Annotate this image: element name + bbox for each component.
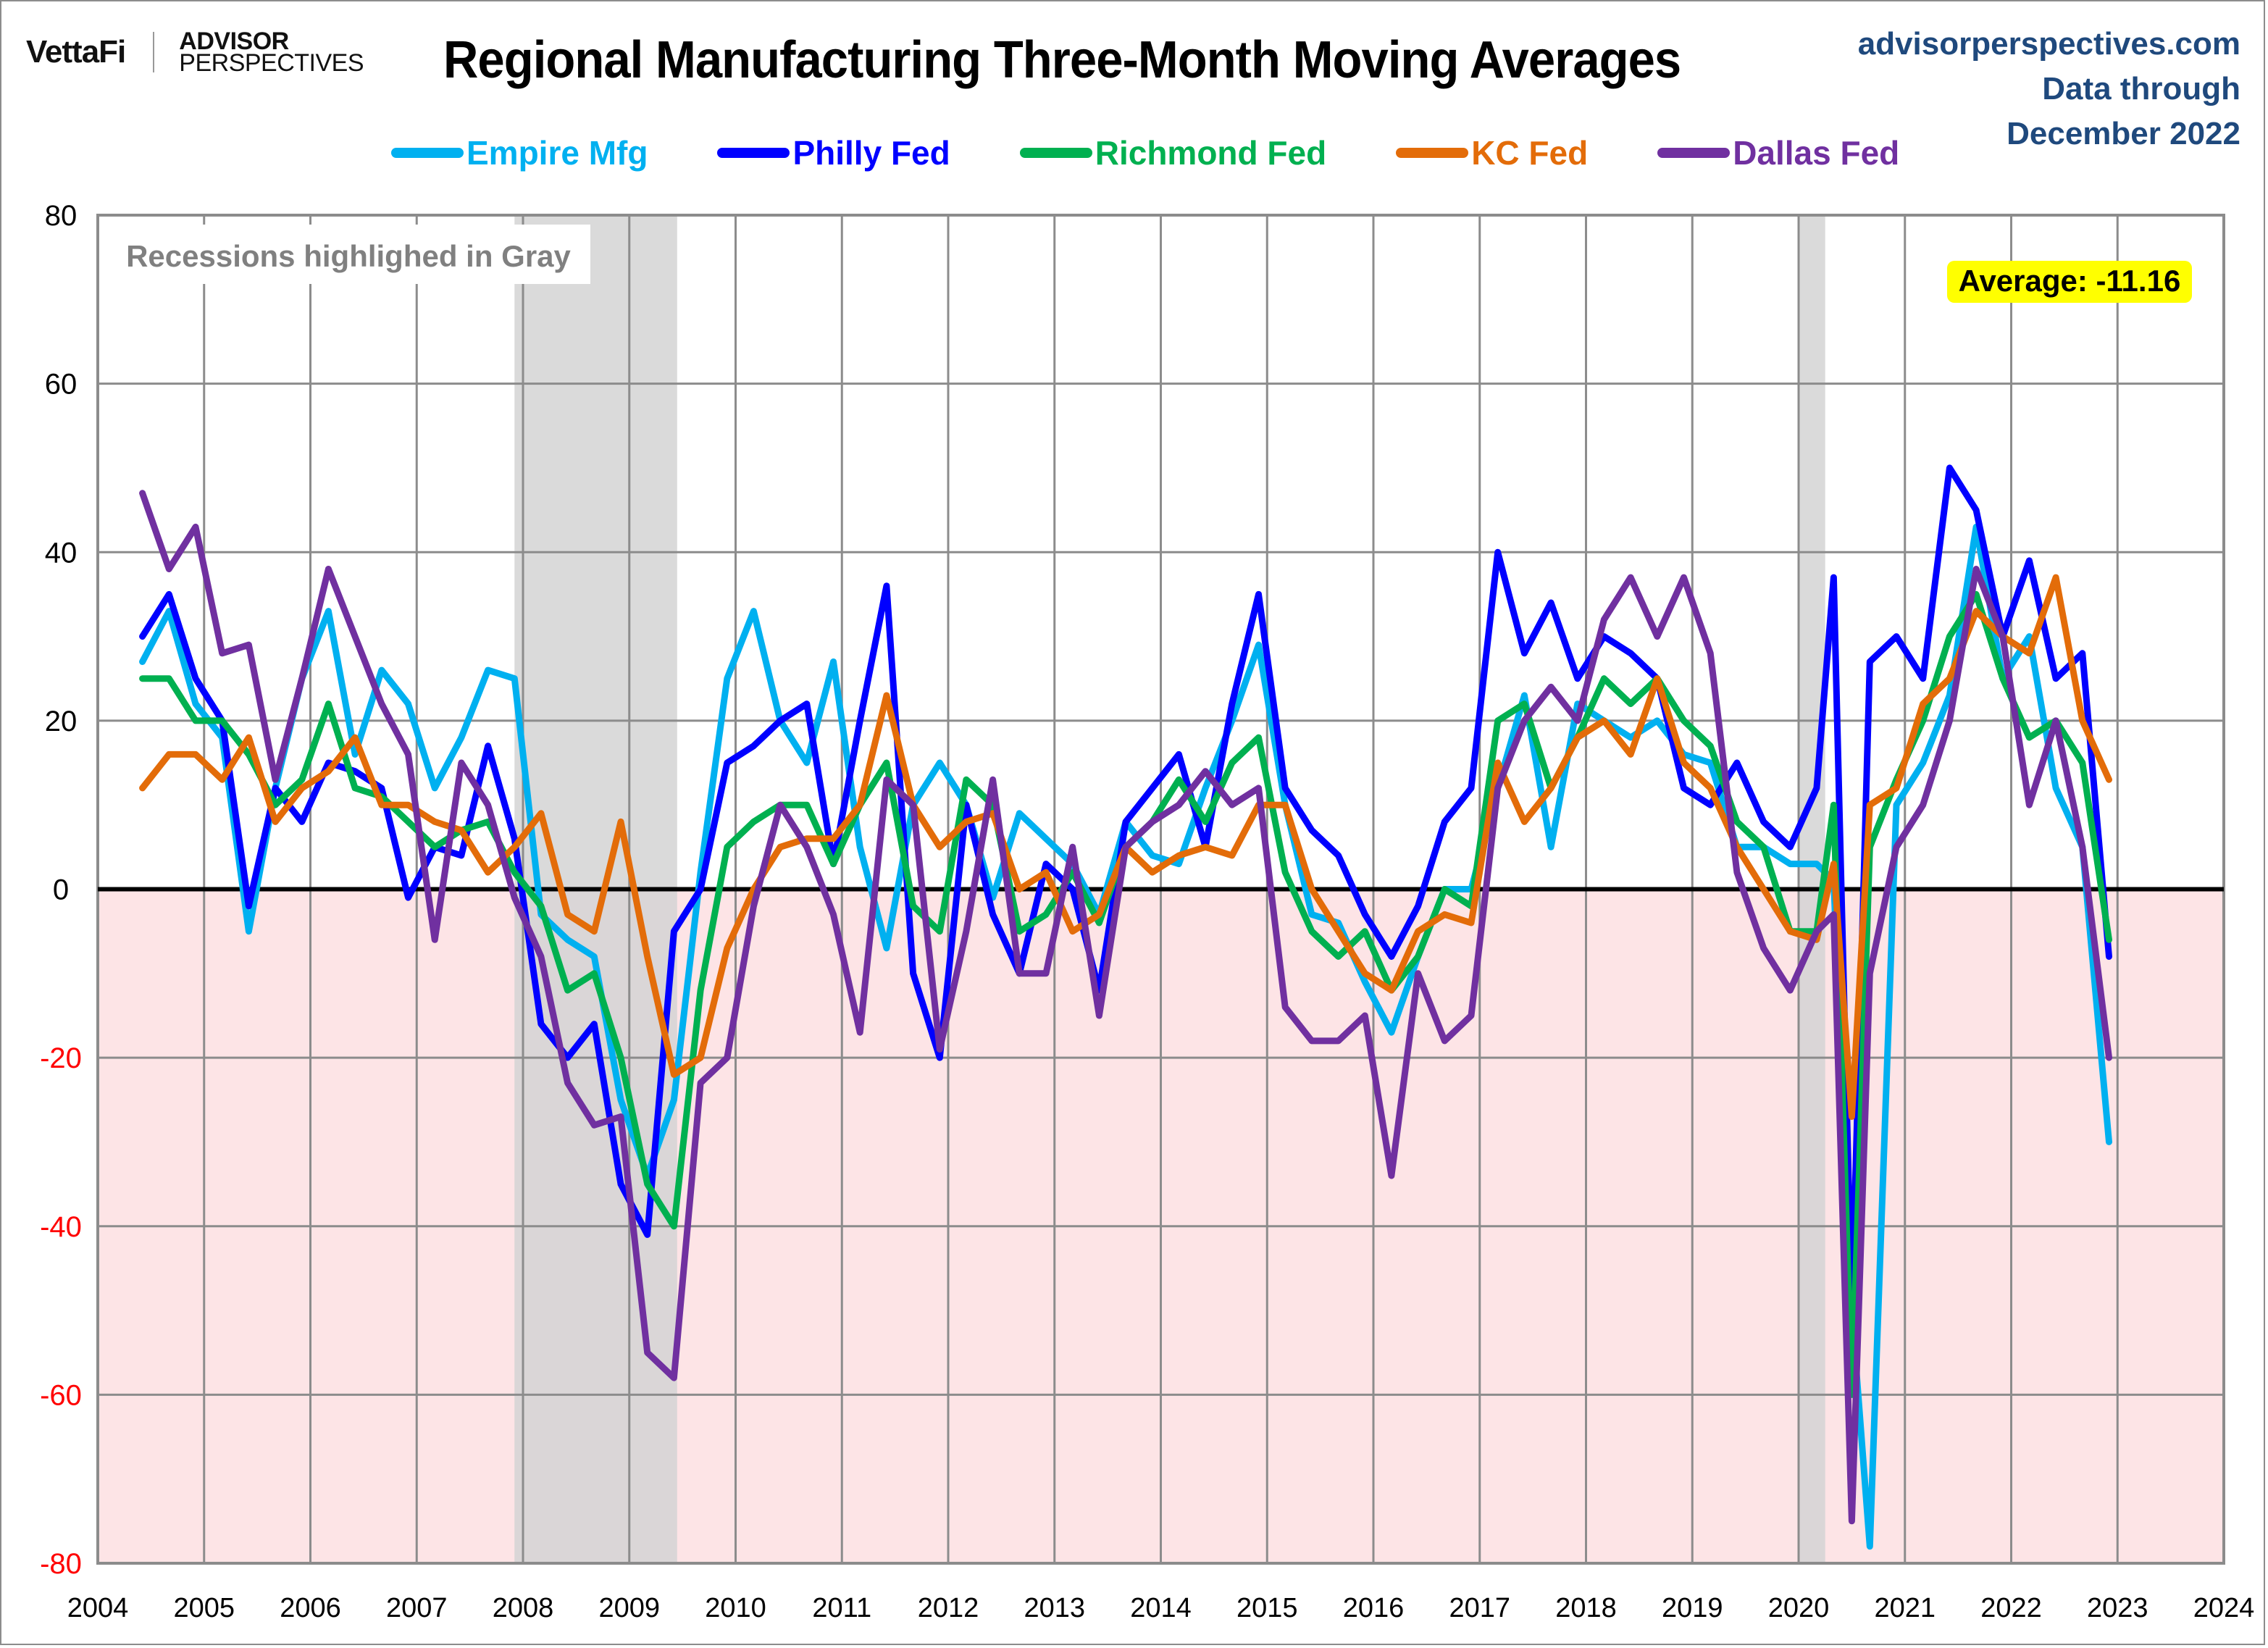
x-tick-label: 2019 [1662, 1593, 1723, 1623]
legend-label: Dallas Fed [1733, 134, 1900, 172]
x-tick-label: 2024 [2193, 1593, 2255, 1623]
data-through-label: Data through [2042, 71, 2240, 106]
x-tick-label: 2017 [1449, 1593, 1510, 1623]
legend-label: Empire Mfg [466, 134, 648, 172]
x-tick-label: 2020 [1768, 1593, 1830, 1623]
y-tick-label: 20 [45, 706, 78, 737]
recession-note: Recessions highlighed in Gray [126, 239, 571, 273]
x-tick-label: 2022 [1980, 1593, 2042, 1623]
series-line-kc-fed [139, 574, 2112, 1120]
legend-item-kc-fed: KC Fed [1396, 133, 1588, 172]
y-tick-label: -20 [40, 1042, 82, 1074]
logo-vettafi: VettaFi [26, 34, 126, 70]
legend-item-empire-mfg: Empire Mfg [391, 133, 648, 172]
legend-swatch [391, 148, 464, 158]
x-tick-label: 2014 [1130, 1593, 1192, 1623]
logo-advisor-perspectives: ADVISOR PERSPECTIVES [179, 28, 364, 77]
source-url: advisorperspectives.com [1857, 26, 2240, 62]
legend-swatch [1396, 148, 1469, 158]
series-line-philly-fed [139, 464, 2112, 1314]
x-tick-label: 2023 [2087, 1593, 2148, 1623]
average-label: Average: -11.16 [1959, 264, 2181, 298]
x-tick-label: 2012 [918, 1593, 979, 1623]
y-tick-label: -40 [40, 1211, 82, 1243]
x-tick-label: 2013 [1024, 1593, 1085, 1623]
x-tick-label: 2010 [705, 1593, 766, 1623]
average-highlight [1947, 261, 2192, 303]
legend-swatch [1019, 148, 1092, 158]
legend-swatch [717, 148, 790, 158]
legend-label: Richmond Fed [1095, 134, 1327, 172]
x-tick-label: 2008 [493, 1593, 554, 1623]
logo-divider [153, 32, 155, 72]
series-line-dallas-fed [139, 490, 2112, 1525]
x-tick-label: 2021 [1874, 1593, 1936, 1623]
chart-title: Regional Manufacturing Three-Month Movin… [443, 31, 1681, 89]
x-tick-label: 2009 [598, 1593, 660, 1623]
x-tick-label: 2015 [1236, 1593, 1298, 1623]
vettafi-logo: VettaFi ADVISOR PERSPECTIVES [26, 28, 364, 77]
x-tick-label: 2016 [1343, 1593, 1405, 1623]
legend-item-philly-fed: Philly Fed [717, 133, 950, 172]
x-tick-label: 2011 [812, 1593, 871, 1623]
x-tick-label: 2004 [67, 1593, 129, 1623]
y-tick-label: 0 [53, 874, 69, 906]
legend-item-richmond-fed: Richmond Fed [1019, 133, 1327, 172]
data-through-date: December 2022 [2007, 116, 2240, 151]
y-tick-label: -80 [40, 1548, 82, 1580]
x-tick-label: 2006 [280, 1593, 341, 1623]
y-tick-label: 40 [45, 537, 78, 569]
recession-note-box [106, 225, 590, 284]
legend-swatch [1657, 148, 1731, 158]
source-info: advisorperspectives.com Data through Dec… [1858, 22, 2240, 156]
y-tick-label: 60 [45, 369, 78, 401]
x-tick-label: 2005 [173, 1593, 235, 1623]
legend-item-dallas-fed: Dallas Fed [1657, 133, 1899, 172]
x-tick-label: 2007 [386, 1593, 448, 1623]
y-tick-label: -60 [40, 1379, 82, 1411]
y-tick-label: 80 [45, 200, 78, 232]
logo-advisor: ADVISOR [179, 28, 289, 55]
legend-label: Philly Fed [792, 134, 950, 172]
legend-label: KC Fed [1471, 134, 1589, 172]
chart-legend: Empire Mfg Philly Fed Richmond Fed KC Fed Da… [391, 133, 1969, 172]
logo-perspectives: PERSPECTIVES [179, 49, 364, 77]
x-tick-label: 2018 [1555, 1593, 1617, 1623]
